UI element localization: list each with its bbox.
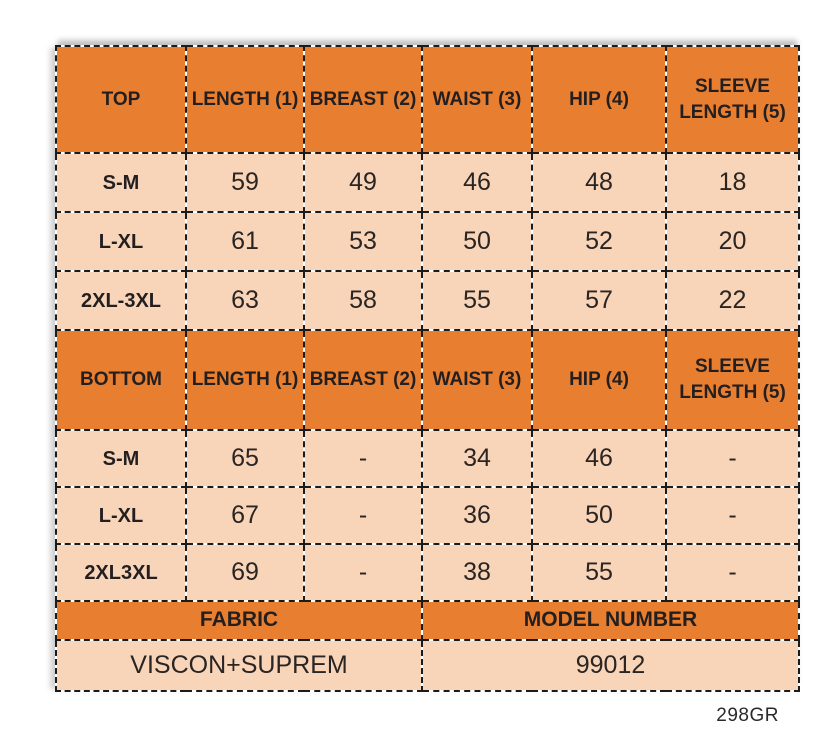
header-cell-breast: BREAST (2) <box>303 45 423 154</box>
measurement-value: - <box>303 486 423 545</box>
fabric-model-header-row: FABRIC MODEL NUMBER <box>55 600 800 641</box>
header-cell-waist: WAIST (3) <box>421 329 533 431</box>
bottom-header-row: BOTTOM LENGTH (1) BREAST (2) WAIST (3) H… <box>55 329 800 431</box>
header-cell-sleeve-length: SLEEVE LENGTH (5) <box>665 45 800 154</box>
header-cell-length: LENGTH (1) <box>185 329 305 431</box>
fabric-value: VISCON+SUPREM <box>55 639 423 692</box>
header-cell-waist: WAIST (3) <box>421 45 533 154</box>
table-row-top-2xl3xl: 2XL-3XL 63 58 55 57 22 <box>55 270 800 331</box>
weight-note: 298GR <box>716 705 779 726</box>
measurement-value: 20 <box>665 211 800 272</box>
header-cell-hip: HIP (4) <box>531 45 667 154</box>
measurement-value: 38 <box>421 543 533 602</box>
measurement-value: 59 <box>185 152 305 213</box>
measurement-value: 53 <box>303 211 423 272</box>
header-cell-length: LENGTH (1) <box>185 45 305 154</box>
fabric-header-cell: FABRIC <box>55 600 423 641</box>
measurement-value: 49 <box>303 152 423 213</box>
size-chart-table: TOP LENGTH (1) BREAST (2) WAIST (3) HIP … <box>55 45 800 692</box>
measurement-value: 22 <box>665 270 800 331</box>
table-row-bottom-2xl3xl: 2XL3XL 69 - 38 55 - <box>55 543 800 602</box>
measurement-value: - <box>665 486 800 545</box>
measurement-value: 48 <box>531 152 667 213</box>
size-label: L-XL <box>55 486 187 545</box>
size-label: S-M <box>55 152 187 213</box>
model-number-header-cell: MODEL NUMBER <box>421 600 800 641</box>
measurement-value: 61 <box>185 211 305 272</box>
table-row-top-sm: S-M 59 49 46 48 18 <box>55 152 800 213</box>
measurement-value: 50 <box>421 211 533 272</box>
measurement-value: 50 <box>531 486 667 545</box>
measurement-value: 46 <box>531 429 667 488</box>
table-row-bottom-sm: S-M 65 - 34 46 - <box>55 429 800 488</box>
header-cell-breast: BREAST (2) <box>303 329 423 431</box>
measurement-value: - <box>303 543 423 602</box>
fabric-model-value-row: VISCON+SUPREM 99012 <box>55 639 800 692</box>
measurement-value: 67 <box>185 486 305 545</box>
measurement-value: 65 <box>185 429 305 488</box>
header-cell-sleeve-length: SLEEVE LENGTH (5) <box>665 329 800 431</box>
measurement-value: - <box>303 429 423 488</box>
size-label: L-XL <box>55 211 187 272</box>
measurement-value: 55 <box>421 270 533 331</box>
measurement-value: - <box>665 429 800 488</box>
measurement-value: 69 <box>185 543 305 602</box>
measurement-value: 57 <box>531 270 667 331</box>
measurement-value: - <box>665 543 800 602</box>
table-row-top-lxl: L-XL 61 53 50 52 20 <box>55 211 800 272</box>
header-cell-top: TOP <box>55 45 187 154</box>
measurement-value: 34 <box>421 429 533 488</box>
measurement-value: 52 <box>531 211 667 272</box>
measurement-value: 18 <box>665 152 800 213</box>
size-label: 2XL3XL <box>55 543 187 602</box>
size-label: S-M <box>55 429 187 488</box>
size-label: 2XL-3XL <box>55 270 187 331</box>
measurement-value: 63 <box>185 270 305 331</box>
measurement-value: 58 <box>303 270 423 331</box>
header-cell-bottom: BOTTOM <box>55 329 187 431</box>
table-row-bottom-lxl: L-XL 67 - 36 50 - <box>55 486 800 545</box>
top-header-row: TOP LENGTH (1) BREAST (2) WAIST (3) HIP … <box>55 45 800 154</box>
measurement-value: 36 <box>421 486 533 545</box>
measurement-value: 55 <box>531 543 667 602</box>
header-cell-hip: HIP (4) <box>531 329 667 431</box>
measurement-value: 46 <box>421 152 533 213</box>
model-number-value: 99012 <box>421 639 800 692</box>
